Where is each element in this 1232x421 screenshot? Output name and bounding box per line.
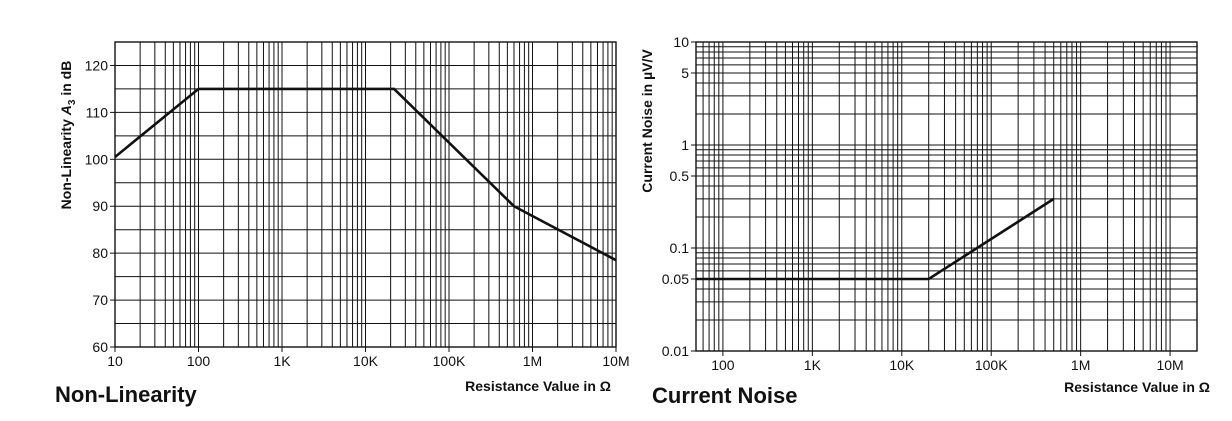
x-tick-label: 1K: [804, 357, 822, 373]
non-linearity-y-ticks: 60 70 80 90 100 110 120: [85, 57, 115, 355]
y-label-symbol: A: [58, 105, 74, 116]
y-label-prefix: Non-Linearity: [58, 115, 74, 209]
non-linearity-x-axis-label: Resistance Value in Ω: [465, 378, 611, 394]
x-tick-label: 100K: [433, 353, 466, 369]
y-tick-label: 0.5: [670, 168, 690, 184]
current-noise-title: Current Noise: [652, 383, 797, 408]
y-tick-label: 120: [85, 57, 109, 73]
y-label-subscript: 3: [67, 99, 78, 105]
non-linearity-y-axis-label: Non-Linearity A3 in dB: [58, 61, 78, 210]
current-noise-x-ticks: 100 1K 10K 100K 1M 10M: [711, 351, 1184, 373]
non-linearity-chart: 10 100 1K 10K 100K 1M 10M 60 70 80 90 100 110 120 Re…: [55, 41, 630, 407]
x-tick-label: 10M: [1156, 357, 1183, 373]
non-linearity-series-line: [114, 87, 617, 262]
x-tick-label: 100: [711, 357, 735, 373]
non-linearity-x-ticks: 10 100 1K 10K 100K 1M 10M: [107, 347, 630, 369]
plot-frame: [695, 41, 1198, 352]
x-tick-label: 10: [107, 353, 123, 369]
y-label-suffix: in dB: [58, 61, 74, 100]
y-tick-label: 0.1: [670, 240, 690, 256]
x-tick-label: 100: [187, 353, 211, 369]
non-linearity-title: Non-Linearity: [55, 382, 198, 407]
y-tick-label: 80: [92, 245, 108, 261]
y-tick-label: 110: [86, 104, 109, 120]
x-tick-label: 1K: [273, 353, 291, 369]
current-noise-series-line: [696, 197, 1055, 281]
x-tick-label: 1M: [1071, 357, 1090, 373]
current-noise-y-ticks: 0.01 0.05 0.1 0.5 1 5 10: [662, 34, 696, 359]
y-tick-label: 5: [681, 65, 689, 81]
x-tick-label: 10M: [602, 353, 629, 369]
x-tick-label: 1M: [523, 353, 542, 369]
y-tick-label: 60: [92, 339, 108, 355]
current-noise-grid: [695, 41, 1198, 352]
x-tick-label: 10K: [889, 357, 915, 373]
y-tick-label: 100: [85, 151, 109, 167]
current-noise-chart: 100 1K 10K 100K 1M 10M 0.01 0.05 0.1 0.5 1 5 10 Res…: [639, 34, 1210, 408]
y-tick-label: 0.05: [662, 271, 689, 287]
y-tick-label: 0.01: [662, 343, 689, 359]
x-tick-label: 10K: [353, 353, 379, 369]
current-noise-y-axis-label: Current Noise in µV/V: [639, 49, 655, 193]
current-noise-x-axis-label: Resistance Value in Ω: [1064, 379, 1210, 395]
y-tick-label: 70: [92, 292, 108, 308]
y-tick-label: 90: [92, 198, 108, 214]
y-tick-label: 10: [673, 34, 689, 50]
y-tick-label: 1: [681, 137, 689, 153]
x-tick-label: 100K: [975, 357, 1008, 373]
